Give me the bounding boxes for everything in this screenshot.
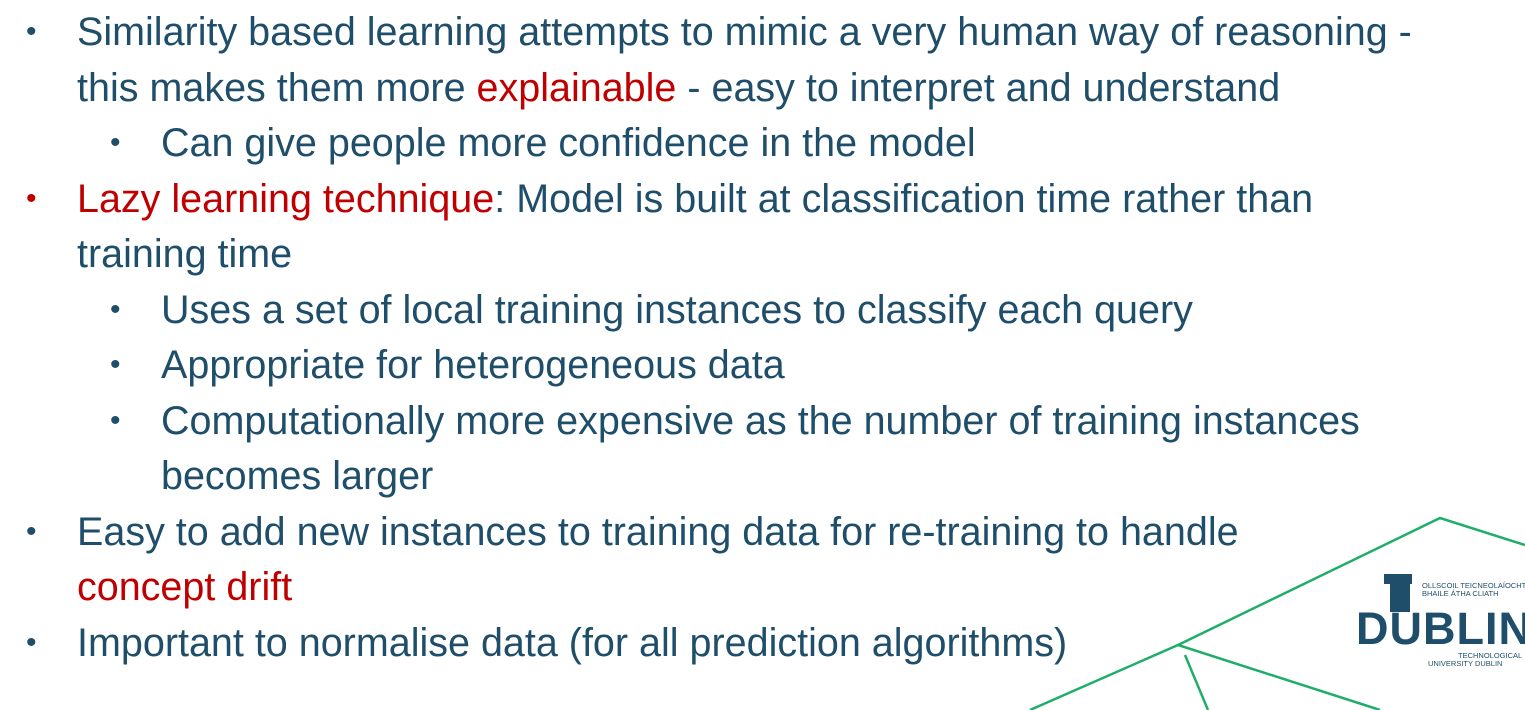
bullet-text-line: Lazy learning technique: Model is built … <box>77 171 1313 227</box>
logo-irish-line-2: BHAILE ÁTHA CLIATH <box>1422 589 1499 598</box>
bullet-marker: • <box>110 126 121 159</box>
text-segment: - easy to interpret and understand <box>676 65 1281 110</box>
highlighted-term: concept drift <box>77 565 293 609</box>
bullet-text-line: Easy to add new instances to training da… <box>77 504 1239 560</box>
sub-bullet-text-line: becomes larger <box>161 448 433 504</box>
bullet-marker: • <box>110 403 121 437</box>
bullet-text-line: Similarity based learning attempts to mi… <box>77 4 1412 60</box>
text-segment: Uses a set of local training instances t… <box>161 287 1193 332</box>
bullet-marker: • <box>110 348 121 381</box>
text-segment: Similarity based learning attempts to mi… <box>77 10 1412 54</box>
bullet-text-line: this makes them more explainable - easy … <box>77 60 1280 116</box>
bullet-marker: • <box>26 625 37 659</box>
text-segment: Can give people more confidence in the m… <box>161 121 976 165</box>
text-segment: Important to normalise data (for all pre… <box>77 620 1068 665</box>
logo-wordmark: DUBLIN <box>1356 603 1525 654</box>
green-line-upper <box>1174 516 1525 710</box>
bullet-text-line: training time <box>77 226 292 282</box>
tu-dublin-logo: OLLSCOIL TEICNEOLAÍOCHTA BHAILE ÁTHA CLI… <box>1352 568 1525 670</box>
bullet-text-line: Important to normalise data (for all pre… <box>77 615 1067 671</box>
text-segment: Easy to add new instances to training da… <box>77 509 1239 554</box>
text-segment: Computationally more expensive as the nu… <box>161 398 1360 443</box>
logo-irish-line-1: OLLSCOIL TEICNEOLAÍOCHTA <box>1422 581 1525 590</box>
logo-english-line-2: UNIVERSITY DUBLIN <box>1428 659 1503 668</box>
bullet-marker: • <box>26 15 37 48</box>
bullet-text-line: concept drift <box>77 559 292 615</box>
sub-bullet-text-line: Can give people more confidence in the m… <box>161 115 976 171</box>
logo-english-line-1: TECHNOLOGICAL <box>1458 651 1523 660</box>
text-segment: training time <box>77 232 293 276</box>
bullet-marker: • <box>26 181 37 215</box>
bullet-marker: • <box>26 514 37 548</box>
text-segment: this makes them more <box>77 65 477 110</box>
green-line-lower <box>1029 643 1179 710</box>
green-line-drop <box>1183 654 1210 710</box>
highlighted-term: Lazy learning technique <box>77 176 495 221</box>
text-segment: Appropriate for heterogeneous data <box>161 343 785 387</box>
text-segment: : Model is built at classification time … <box>494 176 1314 221</box>
sub-bullet-text-line: Computationally more expensive as the nu… <box>161 393 1360 449</box>
highlighted-term: explainable <box>476 65 677 110</box>
logo-t-mark <box>1384 574 1412 612</box>
sub-bullet-text-line: Uses a set of local training instances t… <box>161 282 1193 338</box>
text-segment: becomes larger <box>161 454 434 498</box>
sub-bullet-text-line: Appropriate for heterogeneous data <box>161 337 785 393</box>
bullet-marker: • <box>110 292 121 326</box>
